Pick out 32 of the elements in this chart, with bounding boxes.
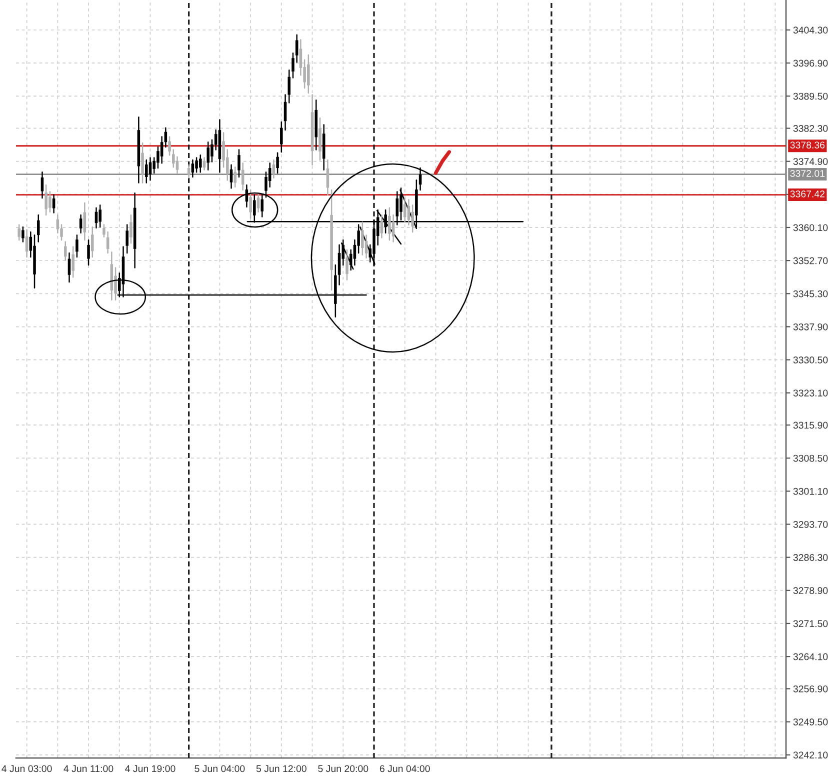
x-tick-label: 4 Jun 11:00: [64, 765, 114, 772]
y-tick-label: 3360.10: [793, 224, 828, 232]
x-tick-label: 4 Jun 19:00: [125, 765, 176, 772]
y-tick-label: 3286.30: [793, 554, 828, 561]
y-tick-label: 3330.50: [793, 356, 828, 364]
y-tick-label: 3249.50: [793, 718, 828, 726]
y-tick-label: 3323.10: [793, 390, 828, 396]
y-tick-label: 3404.30: [793, 26, 828, 34]
y-tick-label: 3293.70: [793, 520, 828, 528]
y-tick-label: 3301.10: [793, 488, 828, 495]
y-tick-label: 3308.50: [793, 454, 828, 462]
y-tick-label: 3337.90: [793, 323, 828, 330]
x-tick-label: 6 Jun 04:00: [380, 765, 430, 772]
x-tick-label: 5 Jun 12:00: [256, 765, 306, 772]
y-tick-label: 3264.10: [793, 653, 828, 660]
ref-line-label: 3372.01: [790, 170, 825, 177]
y-tick-label: 3396.90: [793, 60, 828, 67]
y-tick-label: 3352.70: [793, 257, 828, 264]
y-tick-label: 3256.90: [793, 685, 828, 692]
y-tick-label: 3278.90: [793, 587, 828, 594]
ref-line-label: 3367.42: [790, 190, 825, 198]
y-tick-label: 3374.90: [793, 158, 828, 165]
x-tick-label: 4 Jun 03:00: [2, 765, 52, 772]
x-tick-label: 5 Jun 04:00: [194, 765, 245, 772]
y-tick-label: 3271.50: [793, 620, 828, 628]
y-tick-label: 3345.30: [793, 290, 828, 298]
x-tick-label: 5 Jun 20:00: [318, 765, 368, 772]
y-tick-label: 3389.50: [793, 92, 828, 100]
y-tick-label: 3242.10: [793, 752, 828, 758]
y-tick-label: 3382.30: [793, 125, 828, 132]
y-tick-label: 3315.90: [793, 422, 828, 429]
ref-line-label: 3378.36: [790, 142, 825, 148]
